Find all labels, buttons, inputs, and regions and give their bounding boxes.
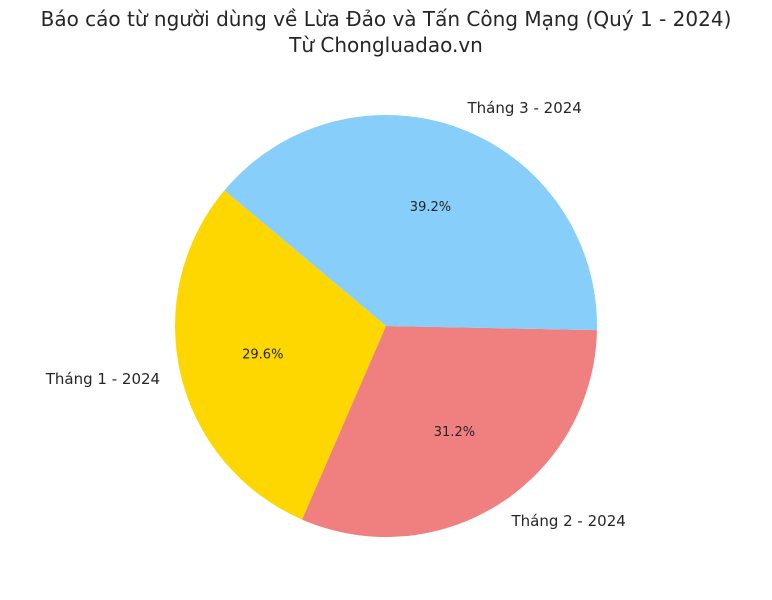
pie-slice <box>174 190 386 520</box>
slice-label: Tháng 1 - 2024 <box>45 370 160 388</box>
value-label: 39.2% <box>410 200 451 215</box>
pie-slice <box>302 326 597 537</box>
value-label: 29.6% <box>242 348 283 363</box>
slice-label: Tháng 3 - 2024 <box>467 99 582 117</box>
slice-label: Tháng 2 - 2024 <box>510 512 625 530</box>
pie-slice <box>224 114 597 331</box>
chart-title: Báo cáo từ người dùng về Lừa Đảo và Tấn … <box>40 7 732 57</box>
value-label: 31.2% <box>434 425 475 440</box>
